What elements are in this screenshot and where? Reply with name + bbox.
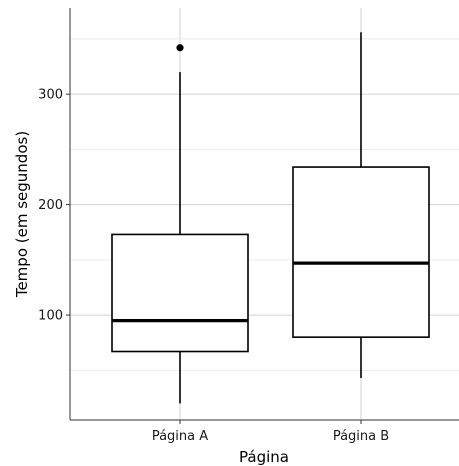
y-tick-label: 200: [38, 198, 63, 213]
y-axis-ticks: 100 200 300: [38, 88, 70, 324]
x-tick-label: Página A: [152, 429, 208, 444]
boxes-layer: [111, 32, 430, 404]
x-axis-ticks: Página A Página B: [152, 420, 389, 444]
y-axis-title: Tempo (em segundos): [13, 131, 31, 298]
iqr-box: [292, 166, 430, 338]
x-tick-label: Página B: [333, 429, 389, 444]
outlier-point: [176, 44, 184, 52]
y-tick-label: 100: [38, 309, 63, 324]
x-axis-title: Página: [239, 448, 289, 466]
iqr-box: [111, 233, 249, 353]
box-pagina-a: [111, 44, 249, 404]
y-tick-label: 300: [38, 88, 63, 103]
box-pagina-b: [292, 32, 430, 379]
